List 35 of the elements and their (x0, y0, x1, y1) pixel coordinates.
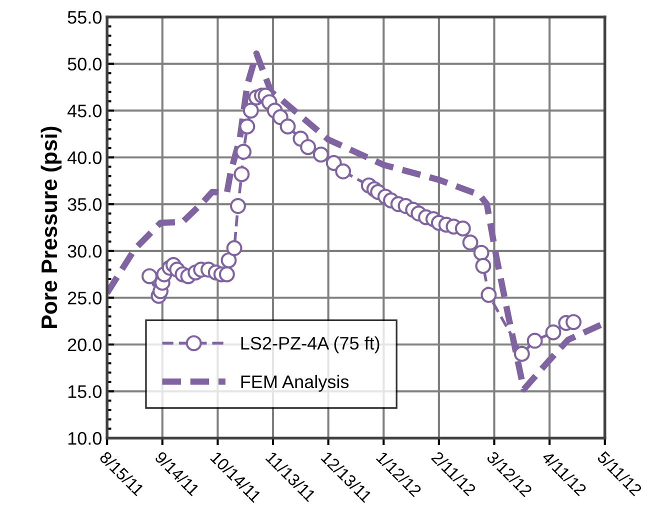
y-tick-label: 15.0 (68, 385, 102, 398)
y-tick-label: 55.0 (68, 10, 102, 24)
point (526, 332, 543, 349)
y-tick-label: 45.0 (68, 104, 102, 118)
point (218, 266, 235, 282)
point (142, 268, 158, 284)
y-tick-label: 35.0 (68, 198, 102, 211)
y-tick-label: 40.0 (68, 151, 102, 164)
y-tick-label: 30.0 (68, 244, 102, 258)
point (234, 166, 250, 182)
point (230, 198, 246, 214)
y-tick-label: 50.0 (68, 58, 102, 71)
legend-label: FEM Analysis (241, 374, 349, 392)
point (462, 234, 478, 251)
point (226, 240, 242, 256)
y-tick-label: 25.0 (68, 292, 102, 304)
point (239, 118, 256, 134)
point (566, 314, 582, 330)
point (242, 102, 259, 119)
point (475, 258, 492, 274)
y-axis-title: Pore Pressure (psi) (40, 126, 62, 328)
legend-label: LS2-PZ-4A (75 ft) (241, 336, 380, 354)
point (480, 286, 497, 303)
y-tick-label: 20.0 (68, 338, 102, 352)
point (300, 139, 316, 156)
point (220, 252, 237, 268)
point (514, 346, 530, 362)
point (454, 220, 471, 236)
point (335, 163, 352, 180)
point (473, 244, 490, 261)
y-tick-label: 10.0 (68, 432, 102, 445)
point (280, 118, 296, 134)
point (545, 324, 562, 340)
point (236, 144, 252, 160)
point (312, 146, 329, 163)
